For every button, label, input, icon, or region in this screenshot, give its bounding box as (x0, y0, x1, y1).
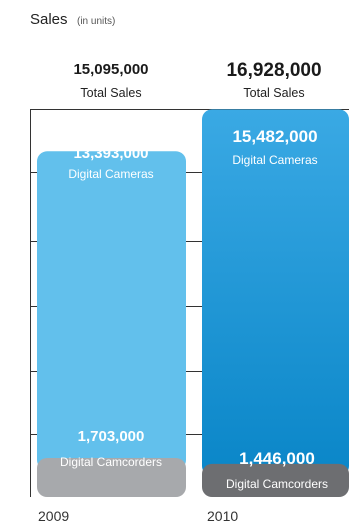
grid-ticks (30, 172, 202, 435)
total-label-2009: Total Sales (80, 86, 141, 100)
chart-title: Sales (in units) (30, 11, 115, 28)
chart-subtitle: (in units) (77, 16, 115, 27)
bar-cameras-2010 (202, 109, 349, 476)
value-label-cameras-2009: 13,393,000 (73, 145, 148, 162)
bar-camcorders-2009 (37, 458, 186, 497)
bar-camcorders-2010 (202, 463, 349, 497)
series-label-camcorders-2009: Digital Camcorders (60, 455, 162, 469)
total-value-2009: 15,095,000 (73, 61, 148, 78)
value-label-camcorders-2010: 1,446,000 (239, 449, 315, 468)
series-label-camcorders-2010: Digital Camcorders (226, 477, 328, 491)
total-value-2010: 16,928,000 (226, 60, 321, 81)
series-label-cameras-2009: Digital Cameras (68, 167, 153, 181)
chart-title-main: Sales (30, 11, 68, 28)
value-label-camcorders-2009: 1,703,000 (78, 428, 145, 445)
bars-group (37, 109, 349, 497)
total-label-2010: Total Sales (243, 86, 304, 100)
category-label-2010: 2010 (207, 508, 238, 524)
category-label-2009: 2009 (38, 508, 69, 524)
bar-cameras-2009 (37, 151, 186, 471)
value-label-cameras-2010: 15,482,000 (232, 127, 317, 146)
series-label-cameras-2010: Digital Cameras (232, 153, 317, 167)
